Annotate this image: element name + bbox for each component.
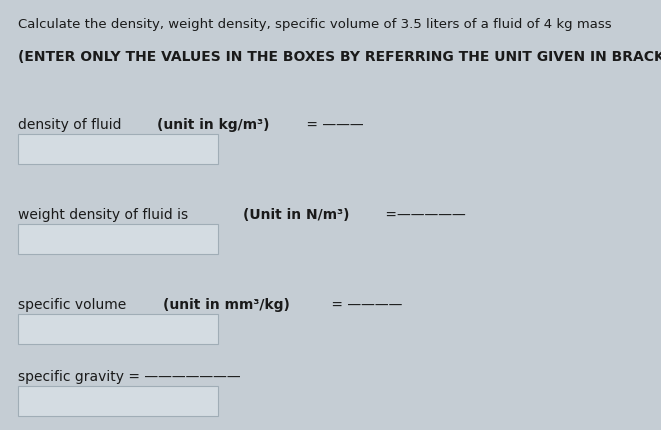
Text: specific gravity = ———————: specific gravity = ——————— (18, 370, 241, 384)
Text: (unit in kg/m³): (unit in kg/m³) (157, 118, 270, 132)
Text: = ————: = ———— (327, 298, 403, 312)
Text: (unit in mm³/kg): (unit in mm³/kg) (163, 298, 290, 312)
Text: Calculate the density, weight density, specific volume of 3.5 liters of a fluid : Calculate the density, weight density, s… (18, 18, 611, 31)
Text: =—————: =————— (381, 208, 465, 222)
Bar (18, 386, 218, 416)
Bar (18, 224, 218, 254)
Text: weight density of fluid is: weight density of fluid is (18, 208, 192, 222)
Text: = ———: = ——— (302, 118, 364, 132)
Text: specific volume: specific volume (18, 298, 131, 312)
Text: (Unit in N/m³): (Unit in N/m³) (243, 208, 350, 222)
Bar (18, 134, 218, 164)
Text: density of fluid: density of fluid (18, 118, 126, 132)
Bar (18, 314, 218, 344)
Text: (ENTER ONLY THE VALUES IN THE BOXES BY REFERRING THE UNIT GIVEN IN BRACKETS): (ENTER ONLY THE VALUES IN THE BOXES BY R… (18, 50, 661, 64)
